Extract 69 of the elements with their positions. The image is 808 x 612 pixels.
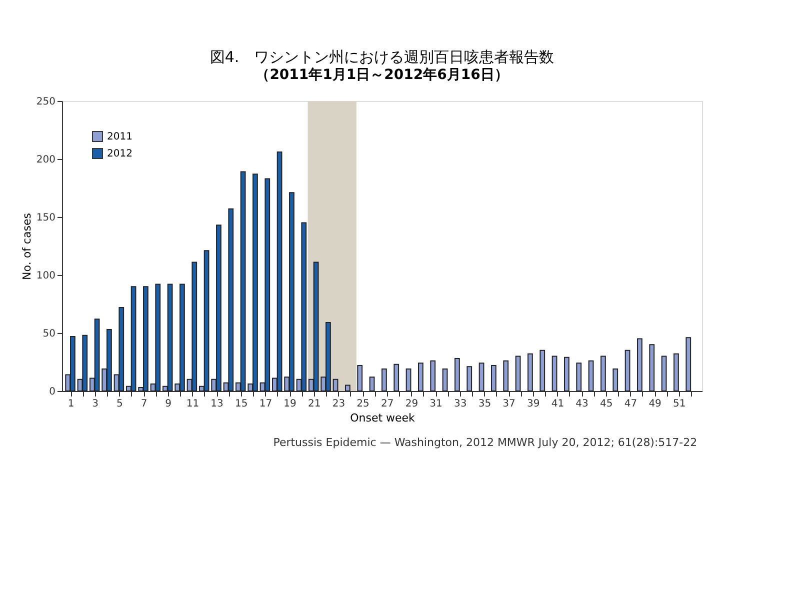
bar	[552, 356, 558, 392]
x-tick-label: 21	[308, 398, 321, 410]
bar	[406, 368, 412, 392]
text: Pertussis Epidemic — Washington, 2012 MMWR July 20, 2012; 61(28):517-22	[273, 436, 698, 449]
bar	[369, 376, 375, 392]
y-tick-label: 0	[49, 386, 56, 398]
bar	[454, 358, 460, 392]
legend-label: 2012	[107, 148, 132, 160]
x-axis-title: Onset week	[350, 412, 416, 424]
chart-subtitle: （2011年1月1日～2012年6月16日）	[256, 67, 508, 83]
bar	[588, 360, 594, 392]
y-tick-label: 250	[36, 96, 56, 108]
bar	[357, 364, 363, 392]
x-tick-label: 15	[234, 398, 248, 410]
bar	[661, 356, 667, 392]
y-axis-title: No. of cases	[20, 212, 34, 280]
x-tick-label: 49	[648, 398, 662, 410]
x-tick-label: 41	[551, 398, 564, 410]
bar	[612, 368, 618, 392]
bar	[600, 356, 606, 392]
x-tick-label: 39	[527, 398, 540, 410]
bar	[332, 378, 338, 392]
y-tick-label: 150	[36, 212, 56, 224]
bar	[442, 368, 448, 392]
bar	[528, 353, 533, 392]
bar	[637, 338, 642, 392]
x-tick-label: 9	[165, 398, 172, 410]
x-tick-label: 3	[92, 398, 99, 410]
bar	[394, 364, 400, 392]
x-tick-label: 37	[502, 398, 516, 410]
y-tick-label: 100	[36, 270, 56, 282]
x-tick-label: 7	[140, 398, 148, 410]
bar	[624, 350, 630, 392]
bar	[491, 364, 496, 392]
chart-title: 図4. ワシントン州における週別百日咳患者報告数	[210, 48, 554, 66]
x-tick-label: 45	[600, 398, 613, 410]
x-tick-label: 43	[576, 398, 588, 410]
x-tick-label: 5	[116, 398, 123, 410]
x-tick-label: 19	[284, 398, 296, 410]
y-tick-label: 50	[42, 328, 56, 340]
x-tick-label: 1	[68, 398, 74, 410]
y-tick-label: 200	[36, 154, 56, 166]
x-tick-label: 17	[259, 398, 272, 410]
bar	[430, 360, 436, 392]
bar	[649, 344, 655, 392]
bar	[686, 337, 692, 392]
bar	[382, 368, 387, 392]
bar	[674, 353, 679, 392]
x-tick-label: 29	[405, 398, 418, 410]
x-tick-label: 51	[673, 398, 686, 410]
x-tick-label: 25	[356, 398, 370, 410]
bar	[418, 362, 424, 392]
x-tick-label: 11	[186, 398, 200, 410]
x-tick-label: 23	[332, 398, 346, 410]
bar	[564, 356, 570, 392]
x-tick-label: 27	[381, 398, 394, 410]
bar	[503, 360, 509, 392]
bar	[478, 362, 484, 392]
x-tick-label: 31	[430, 398, 442, 410]
legend-label: 2011	[107, 132, 132, 142]
x-tick-label: 13	[210, 398, 224, 410]
bar	[515, 356, 521, 392]
x-tick-label: 35	[478, 398, 492, 410]
bar	[576, 362, 582, 392]
bar	[540, 350, 546, 392]
x-tick-label: 47	[624, 398, 638, 410]
bar	[345, 384, 350, 392]
x-tick-label: 33	[454, 398, 467, 410]
bar	[466, 366, 472, 392]
